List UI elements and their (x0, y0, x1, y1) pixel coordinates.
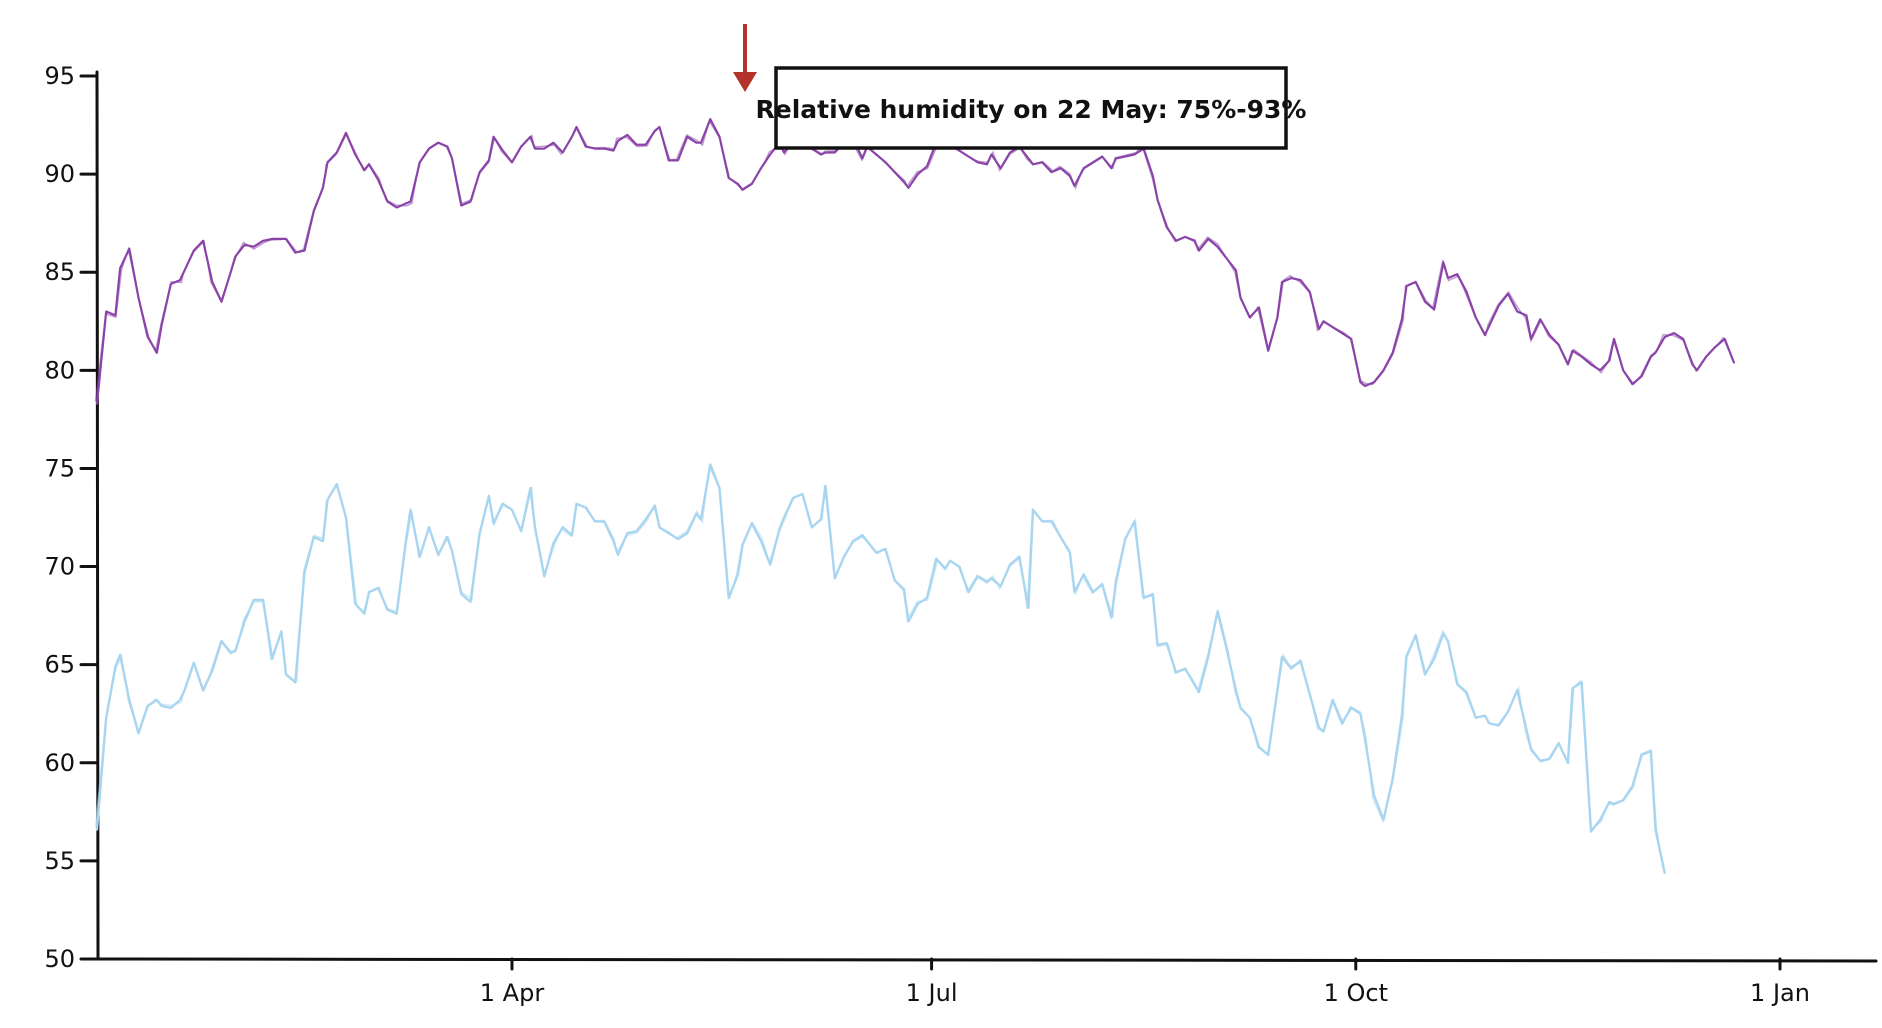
y-tick-label: 75 (44, 454, 75, 482)
annotation-text: Relative humidity on 22 May: 75%-93% (756, 95, 1307, 124)
y-tick-label: 50 (44, 945, 75, 973)
series-low-line (95, 463, 1666, 874)
annotation-arrow-head (733, 72, 757, 92)
annotation: Relative humidity on 22 May: 75%-93% (733, 24, 1307, 150)
x-axis-line (95, 957, 1878, 963)
y-tick-label: 65 (44, 651, 75, 679)
series-high-sketch (94, 119, 1735, 402)
x-tick-label: 1 Jul (906, 979, 958, 1007)
x-tick-label: 1 Jan (1750, 979, 1810, 1007)
y-tick-label: 95 (44, 62, 75, 90)
y-tick-label: 55 (44, 847, 75, 875)
y-tick-label: 60 (44, 749, 75, 777)
series-high-line (95, 118, 1735, 405)
y-tick-label: 80 (44, 356, 75, 384)
series-layer (94, 118, 1735, 874)
y-tick-label: 90 (44, 160, 75, 188)
y-tick-label: 85 (44, 258, 75, 286)
x-tick-label: 1 Apr (480, 979, 545, 1007)
y-tick-label: 70 (44, 553, 75, 581)
annotation-box (774, 66, 1288, 150)
x-tick-label: 1 Oct (1324, 979, 1388, 1007)
axes: 50 55 60 65 70 75 80 85 90 95 1 Apr 1 Jul 1 Oct 1 Jan (44, 62, 1878, 1007)
